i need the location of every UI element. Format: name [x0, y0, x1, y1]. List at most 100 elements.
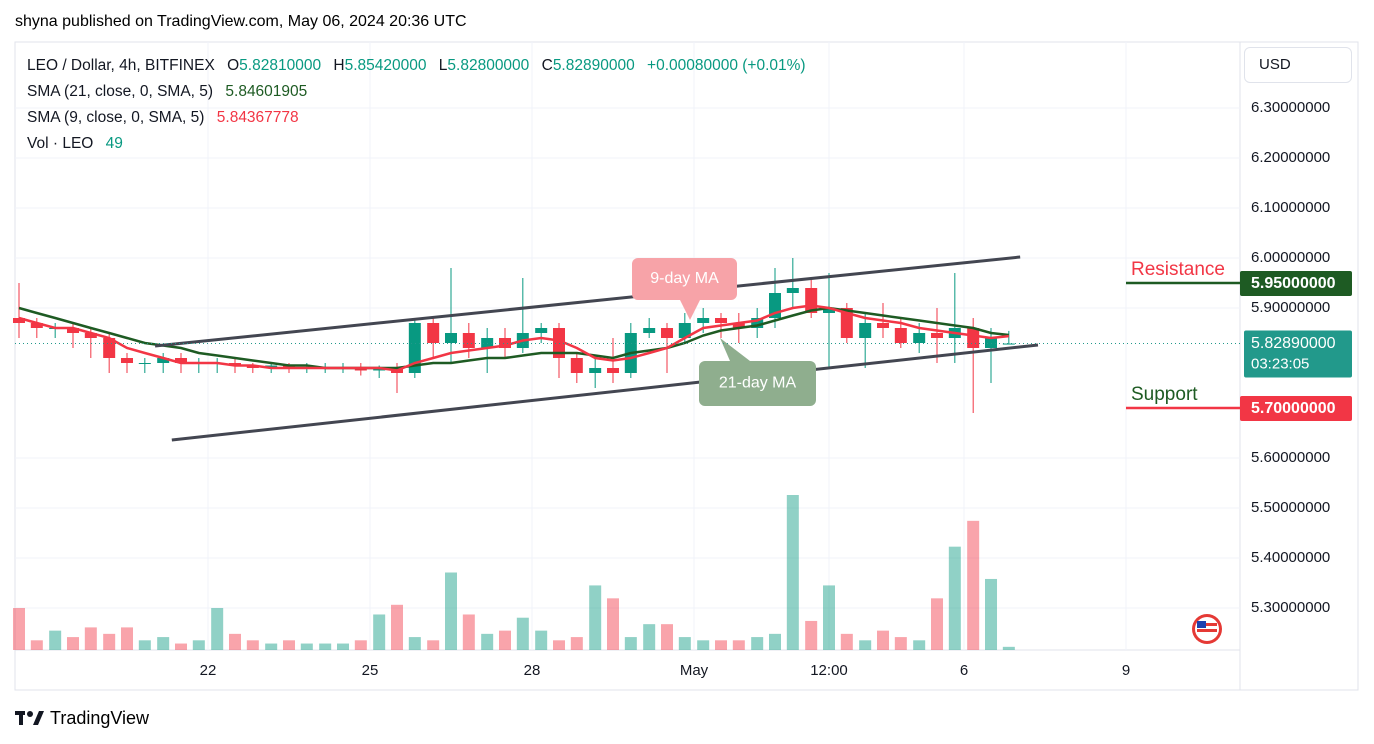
candle-body	[1002, 343, 1015, 345]
indicator-label: SMA (9, close, 0, SMA, 5)	[27, 109, 205, 126]
volume-bar	[678, 637, 691, 650]
volume-bar	[516, 617, 529, 650]
volume-bar	[120, 627, 133, 650]
volume-bar	[373, 614, 386, 650]
candle-body	[84, 333, 97, 338]
level-label: 5.95000000	[1251, 275, 1336, 292]
candle-body	[499, 338, 511, 348]
volume-label: Vol · LEO	[27, 135, 94, 152]
volume-bar	[84, 627, 97, 650]
candle-body	[967, 328, 980, 348]
ohlc-value: 5.85420000	[344, 57, 427, 74]
volume-bar	[138, 640, 151, 650]
annotation-text: 21-day MA	[719, 375, 797, 392]
volume-bar	[751, 637, 764, 650]
candle-body	[678, 323, 691, 338]
moving-average	[18, 304, 1009, 372]
globe-icon	[1192, 614, 1222, 644]
candle-body	[661, 328, 674, 338]
annotation-text: 9-day MA	[650, 270, 719, 287]
x-tick-label: 12:00	[810, 662, 848, 679]
volume-bar	[66, 637, 79, 650]
legend-ohlc: LEO / Dollar, 4h, BITFINEX O5.82810000 H…	[27, 53, 806, 79]
volume-bar	[481, 633, 494, 650]
candle-body	[157, 358, 170, 363]
candle-body	[913, 333, 926, 343]
volume-bar	[265, 643, 278, 650]
legend: LEO / Dollar, 4h, BITFINEX O5.82810000 H…	[27, 53, 806, 157]
currency-button[interactable]: USD	[1244, 47, 1352, 83]
candle-body	[732, 323, 745, 328]
volume-bar	[985, 578, 998, 650]
volume-bar	[49, 630, 62, 650]
candle-body	[751, 318, 764, 328]
candle-body	[535, 328, 548, 333]
ohlc-key: C	[541, 57, 553, 74]
logo	[15, 711, 44, 725]
ohlc-value: 5.82890000	[552, 57, 635, 74]
volume-bar	[228, 633, 241, 650]
header-text: shyna published on TradingView.com, May …	[15, 13, 467, 30]
volume-bar	[786, 495, 799, 650]
volume-bar	[715, 640, 728, 650]
ohlc-value: 5.82810000	[239, 57, 322, 74]
moving-average	[18, 306, 1009, 370]
candle-body	[481, 338, 494, 348]
volume-bar	[444, 572, 457, 650]
y-tick-label: 6.30000000	[1251, 99, 1330, 116]
candle-body	[12, 318, 25, 323]
volume-bar	[408, 637, 421, 650]
x-tick-label: 28	[524, 662, 541, 679]
legend-sma21: SMA (21, close, 0, SMA, 5) 5.84601905	[27, 79, 806, 105]
candle-body	[138, 363, 151, 364]
volume-bar	[967, 520, 980, 650]
volume-bar	[319, 643, 332, 650]
candle-body	[427, 323, 440, 343]
volume-bar	[174, 643, 187, 650]
symbol: LEO / Dollar, 4h, BITFINEX	[27, 57, 215, 74]
candle-body	[894, 328, 907, 343]
x-tick-label: 22	[200, 662, 217, 679]
ohlc-value: 5.82800000	[447, 57, 530, 74]
volume-bar	[931, 598, 944, 650]
annotation-box	[699, 361, 816, 406]
candle-body	[715, 318, 728, 323]
volume-bar	[607, 598, 620, 650]
ohlc-key: L	[438, 57, 448, 74]
volume-bar	[427, 640, 440, 650]
volume-bar	[859, 640, 872, 650]
volume-bar	[30, 640, 43, 650]
candle-body	[462, 333, 475, 348]
y-tick-label: 5.90000000	[1251, 299, 1330, 316]
candle-body	[643, 328, 656, 333]
legend-sma9: SMA (9, close, 0, SMA, 5) 5.84367778	[27, 105, 806, 131]
volume-bar	[661, 624, 674, 650]
y-tick-label: 5.60000000	[1251, 449, 1330, 466]
candle-body	[120, 358, 133, 363]
candle-body	[174, 358, 187, 363]
candle-body	[823, 308, 836, 313]
volume-bar	[192, 640, 205, 650]
candle-body	[444, 333, 457, 343]
volume-bar	[211, 608, 224, 650]
x-tick-label: 6	[960, 662, 968, 679]
indicator-value: 5.84367778	[216, 109, 299, 126]
y-tick-label: 5.30000000	[1251, 599, 1330, 616]
annotation-pointer	[720, 338, 750, 361]
volume-bar	[823, 585, 836, 650]
change: +0.00080000 (+0.01%)	[647, 57, 806, 74]
annotation-pointer	[680, 300, 700, 320]
volume-bar	[643, 624, 656, 650]
indicator-label: SMA (21, close, 0, SMA, 5)	[27, 83, 214, 100]
chart-frame	[14, 41, 1359, 691]
y-tick-label: 6.00000000	[1251, 249, 1330, 266]
level-tag	[1240, 396, 1352, 421]
volume-bar	[300, 643, 313, 650]
level-label: 5.70000000	[1251, 400, 1336, 417]
volume-bar	[499, 630, 511, 650]
candle-body	[570, 358, 583, 373]
volume-bar	[624, 637, 637, 650]
y-tick-label: 6.10000000	[1251, 199, 1330, 216]
